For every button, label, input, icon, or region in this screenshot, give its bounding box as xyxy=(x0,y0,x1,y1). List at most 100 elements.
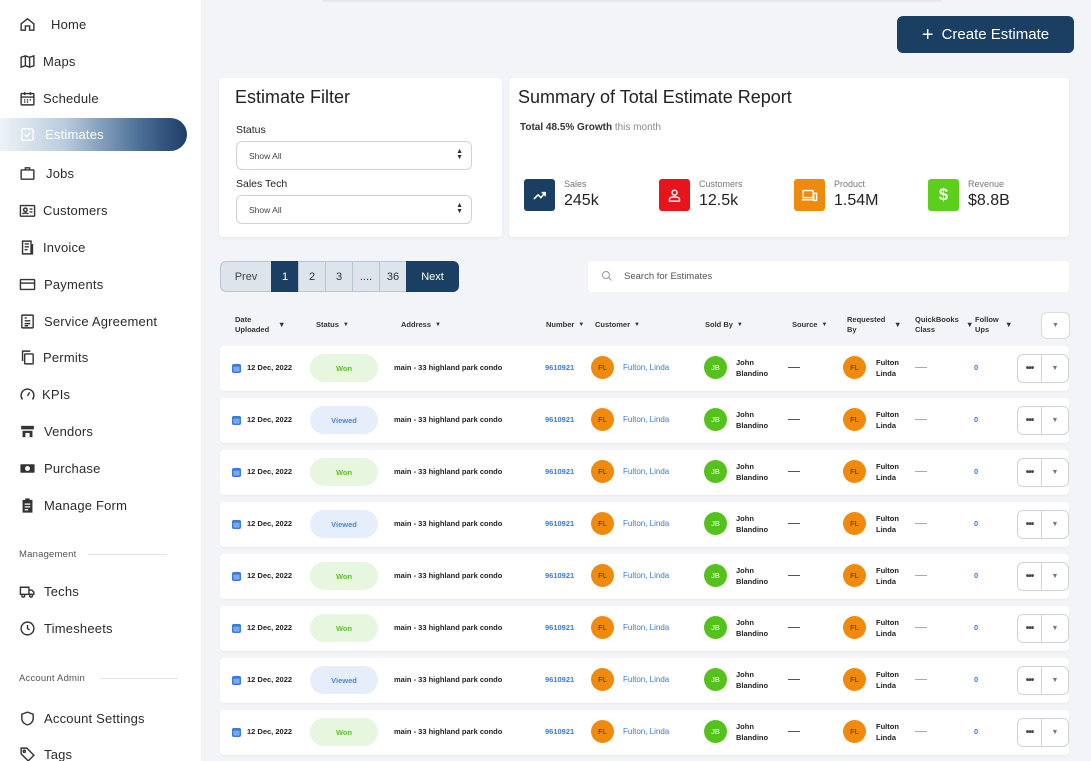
header-requested-by[interactable]: Requested By xyxy=(847,315,885,335)
more-options-button[interactable]: ••• xyxy=(1018,719,1042,746)
follow-ups-count[interactable]: 0 xyxy=(974,623,979,632)
header-label: Follow Ups xyxy=(975,315,999,334)
follow-ups-count[interactable]: 0 xyxy=(974,571,979,580)
home-icon xyxy=(18,15,36,33)
table-row[interactable]: 12 Dec, 2022 Viewed main - 33 highland p… xyxy=(220,658,1069,703)
row-dropdown-button[interactable]: ▼ xyxy=(1051,677,1059,684)
sidebar-item-service-agreement[interactable]: Service Agreement xyxy=(0,305,190,337)
sidebar-item-kpis[interactable]: KPIs xyxy=(0,378,190,410)
more-options-button[interactable]: ••• xyxy=(1018,563,1042,590)
sort-caret-icon[interactable]: ▼ xyxy=(966,320,974,329)
pagination-prev-button[interactable]: Prev xyxy=(220,261,271,292)
column-filter-button[interactable]: ▼ xyxy=(1041,312,1070,339)
sidebar-item-customers[interactable]: Customers xyxy=(0,194,190,226)
sidebar-item-purchase[interactable]: Purchase xyxy=(0,452,190,484)
row-dropdown-button[interactable]: ▼ xyxy=(1051,573,1059,580)
row-dropdown-button[interactable]: ▼ xyxy=(1051,729,1059,736)
follow-ups-count[interactable]: 0 xyxy=(974,363,979,372)
pagination-page-2[interactable]: 2 xyxy=(298,261,325,292)
sidebar-item-jobs[interactable]: Jobs xyxy=(0,157,190,189)
header-number[interactable]: Number ▼ xyxy=(546,320,584,330)
row-dropdown-button[interactable]: ▼ xyxy=(1051,469,1059,476)
more-options-button[interactable]: ••• xyxy=(1018,511,1042,538)
table-row[interactable]: 12 Dec, 2022 Won main - 33 highland park… xyxy=(220,554,1069,599)
sidebar-item-vendors[interactable]: Vendors xyxy=(0,415,190,447)
estimate-number-link[interactable]: 9610921 xyxy=(545,727,575,736)
row-dropdown-button[interactable]: ▼ xyxy=(1051,365,1059,372)
status-select[interactable]: Show All ▲ ▼ xyxy=(236,141,472,170)
pagination-page-36[interactable]: 36 xyxy=(379,261,406,292)
table-row[interactable]: 12 Dec, 2022 Won main - 33 highland park… xyxy=(220,346,1069,391)
customer-link[interactable]: Fulton, Linda xyxy=(623,623,670,632)
table-row[interactable]: 12 Dec, 2022 Won main - 33 highland park… xyxy=(220,710,1069,755)
sidebar-item-permits[interactable]: Permits xyxy=(0,341,190,373)
estimate-number-link[interactable]: 9610921 xyxy=(545,467,575,476)
sidebar-item-label: Customers xyxy=(43,202,108,218)
sales-tech-select[interactable]: Show All ▲ ▼ xyxy=(236,195,472,224)
customer-link[interactable]: Fulton, Linda xyxy=(623,363,670,372)
sidebar-item-invoice[interactable]: Invoice xyxy=(0,231,190,263)
follow-ups-count[interactable]: 0 xyxy=(974,519,979,528)
row-dropdown-button[interactable]: ▼ xyxy=(1051,625,1059,632)
estimate-number-link[interactable]: 9610921 xyxy=(545,675,575,684)
sidebar-item-schedule[interactable]: Schedule xyxy=(0,82,190,114)
sort-caret-icon[interactable]: ▼ xyxy=(894,320,902,329)
sidebar-item-payments[interactable]: Payments xyxy=(0,268,190,300)
sidebar-item-tags[interactable]: Tags xyxy=(0,738,190,761)
estimate-number-link[interactable]: 9610921 xyxy=(545,571,575,580)
customer-link[interactable]: Fulton, Linda xyxy=(623,675,670,684)
header-customer[interactable]: Customer ▼ xyxy=(595,320,640,330)
header-source[interactable]: Source ▼ xyxy=(792,320,827,330)
follow-ups-count[interactable]: 0 xyxy=(974,415,979,424)
pagination-page-3[interactable]: 3 xyxy=(325,261,352,292)
sort-caret-icon[interactable]: ▼ xyxy=(278,320,286,329)
customer-link[interactable]: Fulton, Linda xyxy=(623,415,670,424)
more-options-button[interactable]: ••• xyxy=(1018,667,1042,694)
more-options-button[interactable]: ••• xyxy=(1018,459,1042,486)
growth-value: Total 48.5% Growth xyxy=(520,122,613,133)
header-address[interactable]: Address ▼ xyxy=(401,320,441,330)
estimate-number-link[interactable]: 9610921 xyxy=(545,415,575,424)
sidebar-item-home[interactable]: Home xyxy=(0,8,190,40)
pagination-page-1[interactable]: 1 xyxy=(271,261,298,292)
customer-link[interactable]: Fulton, Linda xyxy=(623,467,670,476)
row-dropdown-button[interactable]: ▼ xyxy=(1051,417,1059,424)
more-options-button[interactable]: ••• xyxy=(1018,615,1042,642)
estimate-number-link[interactable]: 9610921 xyxy=(545,363,575,372)
sidebar-item-account-settings[interactable]: Account Settings xyxy=(0,702,190,734)
header-sold-by[interactable]: Sold By ▼ xyxy=(705,320,743,330)
customer-link[interactable]: Fulton, Linda xyxy=(623,571,670,580)
header-quickbooks-class[interactable]: QuickBooks Class xyxy=(915,315,959,335)
follow-ups-count[interactable]: 0 xyxy=(974,727,979,736)
table-row[interactable]: 12 Dec, 2022 Won main - 33 highland park… xyxy=(220,450,1069,495)
header-follow-ups[interactable]: Follow Ups xyxy=(975,315,999,335)
sidebar-item-techs[interactable]: Techs xyxy=(0,575,190,607)
sort-caret-icon[interactable]: ▼ xyxy=(1005,320,1013,329)
search-input[interactable]: Search for Estimates xyxy=(588,261,1069,292)
sidebar-item-manage-form[interactable]: Manage Form xyxy=(0,489,190,521)
pagination-next-button[interactable]: Next xyxy=(406,261,459,292)
estimate-number-link[interactable]: 9610921 xyxy=(545,623,575,632)
more-options-button[interactable]: ••• xyxy=(1018,407,1042,434)
customer-link[interactable]: Fulton, Linda xyxy=(623,727,670,736)
table-row[interactable]: 12 Dec, 2022 Viewed main - 33 highland p… xyxy=(220,502,1069,547)
more-options-button[interactable]: ••• xyxy=(1018,355,1042,382)
sold-by-name: John Blandino xyxy=(736,461,768,483)
select-arrows-icon: ▲ ▼ xyxy=(456,148,463,161)
header-status[interactable]: Status ▼ xyxy=(316,320,349,330)
follow-ups-count[interactable]: 0 xyxy=(974,675,979,684)
avatar: FL xyxy=(843,460,866,483)
table-row[interactable]: 12 Dec, 2022 Won main - 33 highland park… xyxy=(220,606,1069,651)
sold-by-first: John xyxy=(736,670,754,679)
sidebar-item-maps[interactable]: Maps xyxy=(0,45,190,77)
follow-ups-count[interactable]: 0 xyxy=(974,467,979,476)
customer-link[interactable]: Fulton, Linda xyxy=(623,519,670,528)
table-row[interactable]: 12 Dec, 2022 Viewed main - 33 highland p… xyxy=(220,398,1069,443)
create-estimate-button[interactable]: + Create Estimate xyxy=(897,16,1074,53)
estimate-number-link[interactable]: 9610921 xyxy=(545,519,575,528)
row-dropdown-button[interactable]: ▼ xyxy=(1051,521,1059,528)
sidebar-item-timesheets[interactable]: Timesheets xyxy=(0,612,190,644)
sort-caret-icon: ▼ xyxy=(342,322,349,329)
header-date-uploaded[interactable]: Date Uploaded xyxy=(235,315,269,335)
sidebar-item-estimates[interactable]: Estimates xyxy=(0,118,187,151)
